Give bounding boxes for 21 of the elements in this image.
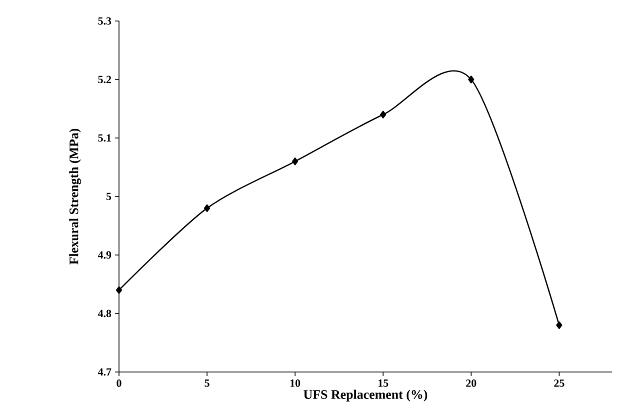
- x-tick-label: 15: [378, 380, 388, 387]
- y-axis-title: Flexural Strength (MPa): [69, 128, 81, 265]
- x-tick-label: 10: [290, 380, 300, 387]
- y-tick-label: 5.3: [98, 17, 112, 25]
- y-tick-label: 5: [106, 192, 112, 200]
- x-tick-label: 20: [466, 380, 476, 387]
- x-tick-label: 0: [116, 380, 122, 387]
- y-tick-label: 4.8: [98, 310, 112, 318]
- point: [292, 158, 298, 166]
- y-tick-label: 4.9: [98, 251, 112, 259]
- point: [116, 286, 122, 294]
- y-tick-label: 5.2: [98, 76, 112, 84]
- y-tick-label: 5.1: [98, 134, 111, 142]
- point: [556, 321, 562, 330]
- point: [204, 204, 210, 212]
- point: [468, 76, 474, 84]
- x-tick-label: 5: [204, 380, 210, 387]
- y-tick-label: 4.7: [98, 368, 112, 376]
- x-tick-label: 25: [554, 380, 564, 387]
- point: [380, 110, 386, 119]
- x-axis-title: UFS Replacement (%): [304, 390, 428, 402]
